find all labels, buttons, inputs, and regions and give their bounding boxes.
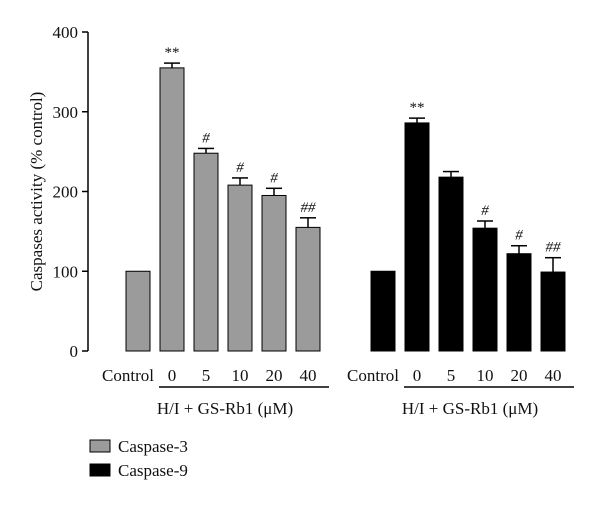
bar-caspase-9-5 — [540, 271, 566, 352]
significance-mark: # — [515, 228, 523, 244]
legend-label-caspase-9: Caspase-9 — [118, 461, 188, 480]
significance-mark: # — [481, 203, 489, 219]
legend: Caspase-3 Caspase-9 — [89, 437, 188, 480]
bar-caspase-3-0 — [125, 270, 151, 352]
legend-swatch-caspase-3 — [89, 439, 111, 453]
legend-label-caspase-3: Caspase-3 — [118, 437, 188, 456]
bar-caspase-3-4 — [261, 194, 287, 352]
y-tick-label: 100 — [53, 262, 79, 281]
bar-caspase-9-2 — [438, 176, 464, 352]
bar-caspase-3-3 — [227, 184, 253, 352]
y-tick-label: 200 — [53, 183, 79, 202]
group-caption: H/I + GS-Rb1 (μM) — [402, 399, 538, 418]
x-tick-label: 20 — [511, 366, 528, 385]
y-axis-label: Caspases activity (% control) — [27, 92, 46, 292]
x-tick-label: 20 — [266, 366, 283, 385]
y-tick-label: 300 — [53, 103, 79, 122]
x-tick-label: Control — [102, 366, 154, 385]
axes — [82, 31, 574, 388]
significance-mark: # — [236, 160, 244, 176]
legend-swatch-caspase-9 — [89, 463, 111, 477]
bar-caspase-3-2 — [193, 152, 219, 352]
significance-mark: ** — [165, 45, 180, 61]
bars — [125, 62, 566, 352]
significance-mark: # — [270, 170, 278, 186]
significance-mark: ## — [546, 240, 562, 256]
x-tick-label: 0 — [168, 366, 177, 385]
bar-caspase-3-5 — [295, 226, 321, 352]
bar-caspase-9-0 — [370, 270, 396, 352]
bar-caspase-9-3 — [472, 227, 498, 352]
x-tick-label: 40 — [545, 366, 562, 385]
x-tick-label: 0 — [413, 366, 422, 385]
bar-caspase-3-1 — [159, 67, 185, 352]
significance-mark: # — [202, 130, 210, 146]
significance-mark: ## — [301, 200, 317, 216]
x-tick-label: Control — [347, 366, 399, 385]
x-tick-label: 10 — [477, 366, 494, 385]
y-tick-label: 0 — [70, 342, 79, 361]
bar-caspase-9-1 — [404, 122, 430, 352]
group-caption: H/I + GS-Rb1 (μM) — [157, 399, 293, 418]
significance-mark: ** — [410, 100, 425, 116]
bar-caspase-9-4 — [506, 253, 532, 352]
x-tick-label: 10 — [232, 366, 249, 385]
y-tick-label: 400 — [53, 23, 79, 42]
x-tick-label: 40 — [300, 366, 317, 385]
x-tick-label: 5 — [202, 366, 211, 385]
x-tick-label: 5 — [447, 366, 456, 385]
